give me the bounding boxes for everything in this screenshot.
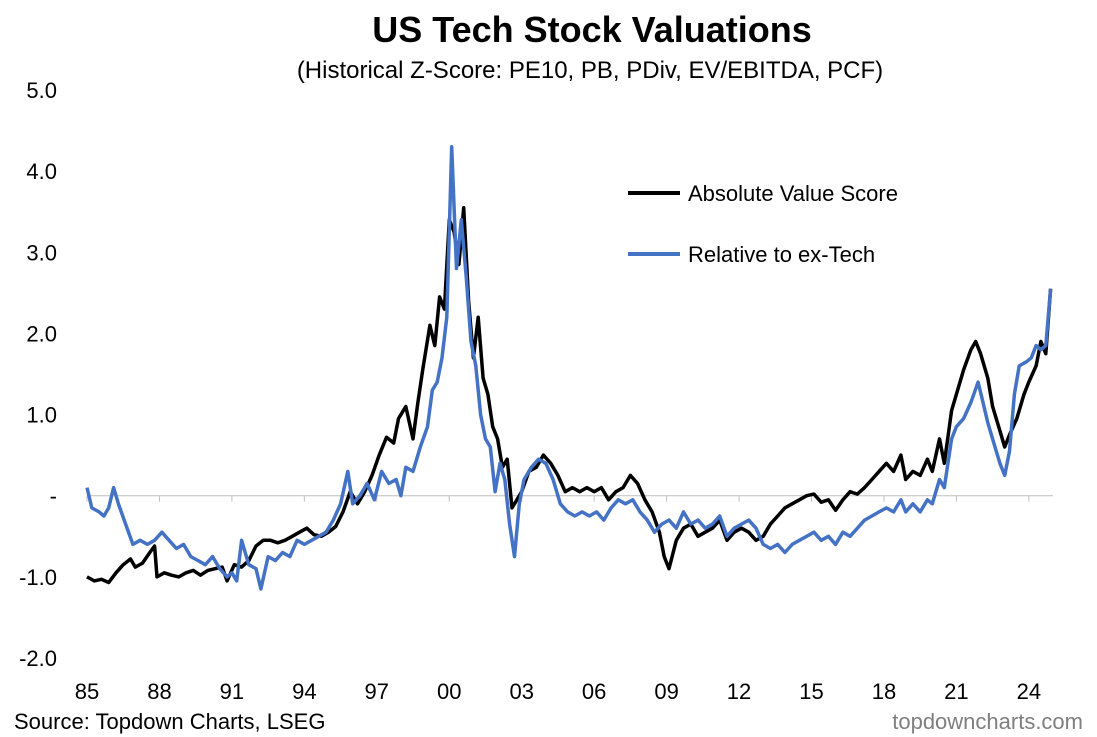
y-axis-ticks: 5.0 4.0 3.0 2.0 1.0 - -1.0 -2.0 [19, 78, 57, 671]
source-note: Source: Topdown Charts, LSEG [14, 709, 325, 734]
x-tick-label: 97 [365, 679, 389, 704]
legend: Absolute Value Score Relative to ex-Tech [628, 181, 898, 267]
x-tick-label: 12 [727, 679, 751, 704]
series-group [85, 145, 1053, 591]
chart-subtitle: (Historical Z-Score: PE10, PB, PDiv, EV/… [297, 57, 883, 84]
y-tick-label: 5.0 [26, 78, 57, 103]
x-tick-label: 91 [220, 679, 244, 704]
x-tick-label: 00 [437, 679, 461, 704]
y-tick-label: - [50, 484, 57, 509]
chart-title: US Tech Stock Valuations [372, 9, 811, 50]
x-tick-label: 24 [1017, 679, 1041, 704]
x-tick-label: 15 [799, 679, 823, 704]
x-tick-label: 06 [582, 679, 606, 704]
y-tick-label: -1.0 [19, 565, 57, 590]
y-tick-label: 4.0 [26, 159, 57, 184]
x-tick-label: 88 [147, 679, 171, 704]
y-tick-label: 3.0 [26, 240, 57, 265]
legend-label-relative: Relative to ex-Tech [688, 242, 875, 267]
y-tick-label: 2.0 [26, 321, 57, 346]
x-tick-label: 94 [292, 679, 316, 704]
x-axis-ticks: 85 88 91 94 97 00 03 06 09 12 15 18 21 24 [75, 495, 1041, 704]
x-tick-label: 18 [872, 679, 896, 704]
legend-label-absolute: Absolute Value Score [688, 181, 898, 206]
y-tick-label: -2.0 [19, 646, 57, 671]
y-tick-label: 1.0 [26, 403, 57, 428]
relative-to-ex-tech-line [85, 145, 1053, 591]
absolute-value-score-line [86, 205, 1053, 585]
x-tick-label: 03 [509, 679, 533, 704]
watermark: topdowncharts.com [892, 709, 1083, 734]
x-tick-label: 85 [75, 679, 99, 704]
x-tick-label: 09 [654, 679, 678, 704]
x-tick-label: 21 [944, 679, 968, 704]
